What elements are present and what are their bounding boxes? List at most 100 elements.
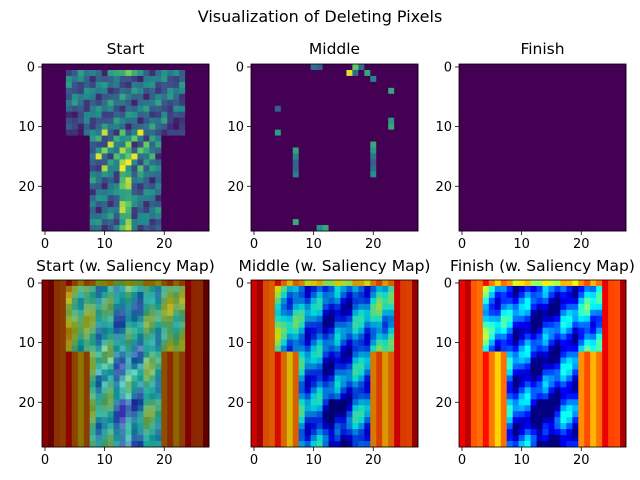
heatmap-cell [376, 369, 383, 376]
heatmap-cell [488, 441, 496, 448]
heatmap-cell [518, 75, 525, 83]
heatmap-cell [346, 405, 353, 412]
heatmap-cell [119, 64, 126, 71]
heatmap-cell [113, 357, 120, 364]
heatmap-cell [346, 297, 353, 305]
heatmap-cell [400, 303, 407, 311]
heatmap-cell [89, 189, 97, 196]
heatmap-cell [382, 99, 389, 107]
heatmap-cell [542, 411, 549, 418]
heatmap-cell [268, 285, 276, 293]
heatmap-cell [620, 423, 627, 430]
heatmap-cell [197, 411, 204, 418]
heatmap-cell [406, 291, 413, 299]
heatmap-cell [262, 99, 270, 107]
heatmap-cell [251, 69, 258, 77]
heatmap-cell [268, 147, 276, 154]
heatmap-cell [382, 195, 389, 202]
heatmap-cell [572, 405, 579, 412]
heatmap-cell [83, 285, 91, 293]
heatmap-cell [292, 189, 300, 196]
heatmap-cell [464, 333, 472, 341]
heatmap-cell [530, 405, 537, 412]
heatmap-cell [566, 147, 573, 154]
heatmap-cell [470, 177, 478, 184]
heatmap-cell [614, 195, 621, 202]
heatmap-cell [596, 213, 603, 220]
heatmap-cell [173, 201, 180, 208]
heatmap-cell [274, 81, 282, 89]
heatmap-cell [280, 315, 288, 323]
heatmap-cell [482, 387, 490, 394]
heatmap-cell [512, 321, 520, 329]
heatmap-cell [298, 285, 306, 293]
heatmap-cell [542, 201, 549, 208]
heatmap-cell [512, 303, 520, 311]
heatmap-cell [590, 280, 597, 287]
heatmap-cell [119, 309, 126, 317]
heatmap-cell [524, 69, 531, 77]
heatmap-cell [608, 123, 615, 130]
heatmap-cell [113, 387, 120, 394]
heatmap-cell [578, 399, 585, 406]
heatmap-cell [173, 159, 180, 166]
heatmap-cell [608, 105, 615, 113]
heatmap-cell [476, 303, 484, 311]
heatmap-cell [614, 387, 621, 394]
heatmap-cell [382, 357, 389, 364]
heatmap-cell [352, 105, 359, 113]
heatmap-cell [251, 297, 258, 305]
heatmap-cell [506, 147, 514, 154]
heatmap-cell [554, 441, 561, 448]
heatmap-cell [286, 297, 294, 305]
x-tick-label: 10 [96, 453, 113, 468]
heatmap-cell [149, 417, 156, 424]
heatmap-cell [316, 429, 323, 436]
heatmap-cell [614, 69, 621, 77]
heatmap-cell [131, 75, 138, 83]
heatmap-cell [406, 129, 413, 136]
heatmap-cell [376, 189, 383, 196]
heatmap-cell [316, 81, 323, 89]
heatmap-cell [470, 405, 478, 412]
heatmap-cell [262, 165, 270, 172]
heatmap-cell [500, 429, 508, 436]
heatmap-cell [488, 159, 496, 166]
heatmap-cell [304, 435, 312, 442]
heatmap-cell [256, 87, 264, 95]
heatmap-cell [119, 117, 126, 125]
heatmap-cell [59, 285, 67, 293]
heatmap-cell [590, 357, 597, 364]
heatmap-cell [310, 171, 317, 178]
heatmap-cell [518, 381, 525, 388]
heatmap-cell [167, 135, 174, 142]
heatmap-cell [482, 177, 490, 184]
heatmap-cell [131, 435, 138, 442]
heatmap-cell [71, 189, 79, 196]
heatmap-cell [406, 303, 413, 311]
heatmap-cell [340, 183, 347, 190]
heatmap-cell [352, 207, 359, 214]
heatmap-cell [107, 441, 114, 448]
heatmap-cell [536, 417, 543, 424]
heatmap-cell [328, 291, 335, 299]
heatmap-cell [560, 195, 567, 202]
heatmap-cell [149, 147, 156, 154]
heatmap-cell [524, 159, 531, 166]
heatmap-cell [358, 291, 365, 299]
heatmap-cell [590, 147, 597, 154]
heatmap-cell [125, 429, 132, 436]
heatmap-cell [280, 369, 288, 376]
heatmap-cell [346, 165, 353, 172]
heatmap-cell [596, 405, 603, 412]
heatmap-cell [340, 75, 347, 83]
heatmap-cell [280, 81, 288, 89]
heatmap-cell [173, 280, 180, 287]
heatmap-cell [560, 417, 567, 424]
heatmap-cell [268, 423, 276, 430]
heatmap-cell [280, 441, 288, 448]
heatmap-cell [65, 129, 73, 136]
heatmap-cell [524, 225, 531, 232]
heatmap-cell [370, 381, 377, 388]
heatmap-cell [334, 64, 341, 71]
